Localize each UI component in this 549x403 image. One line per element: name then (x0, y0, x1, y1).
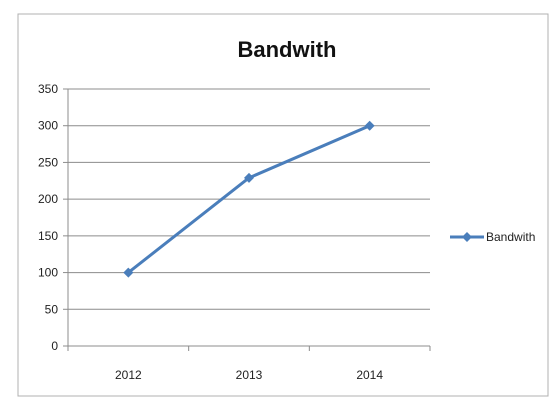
axes (63, 88, 431, 351)
chart-border (17, 13, 549, 397)
series-layer (123, 120, 375, 278)
y-tick-label: 200 (38, 192, 58, 206)
data-point-marker (364, 120, 375, 131)
y-tick-label: 0 (51, 339, 58, 353)
x-tick-labels: 2012 2013 2014 (115, 368, 383, 382)
y-tick-label: 100 (38, 266, 58, 280)
y-tick-label: 50 (45, 302, 59, 316)
data-point-marker (123, 267, 134, 278)
x-tick-label: 2014 (356, 368, 383, 382)
chart-title: Bandwith (238, 37, 337, 62)
y-tick-labels: 0 50 100 150 200 250 300 350 (38, 82, 58, 353)
x-tick-label: 2013 (236, 368, 263, 382)
y-tick-label: 250 (38, 155, 58, 169)
x-tick-label: 2012 (115, 368, 142, 382)
data-point-marker (244, 172, 254, 183)
y-tick-label: 150 (38, 229, 58, 243)
y-tick-label: 350 (38, 82, 58, 96)
legend-label: Bandwith (486, 230, 535, 244)
y-tick-label: 300 (38, 119, 58, 133)
legend: Bandwith (450, 230, 535, 244)
legend-marker (462, 232, 472, 242)
